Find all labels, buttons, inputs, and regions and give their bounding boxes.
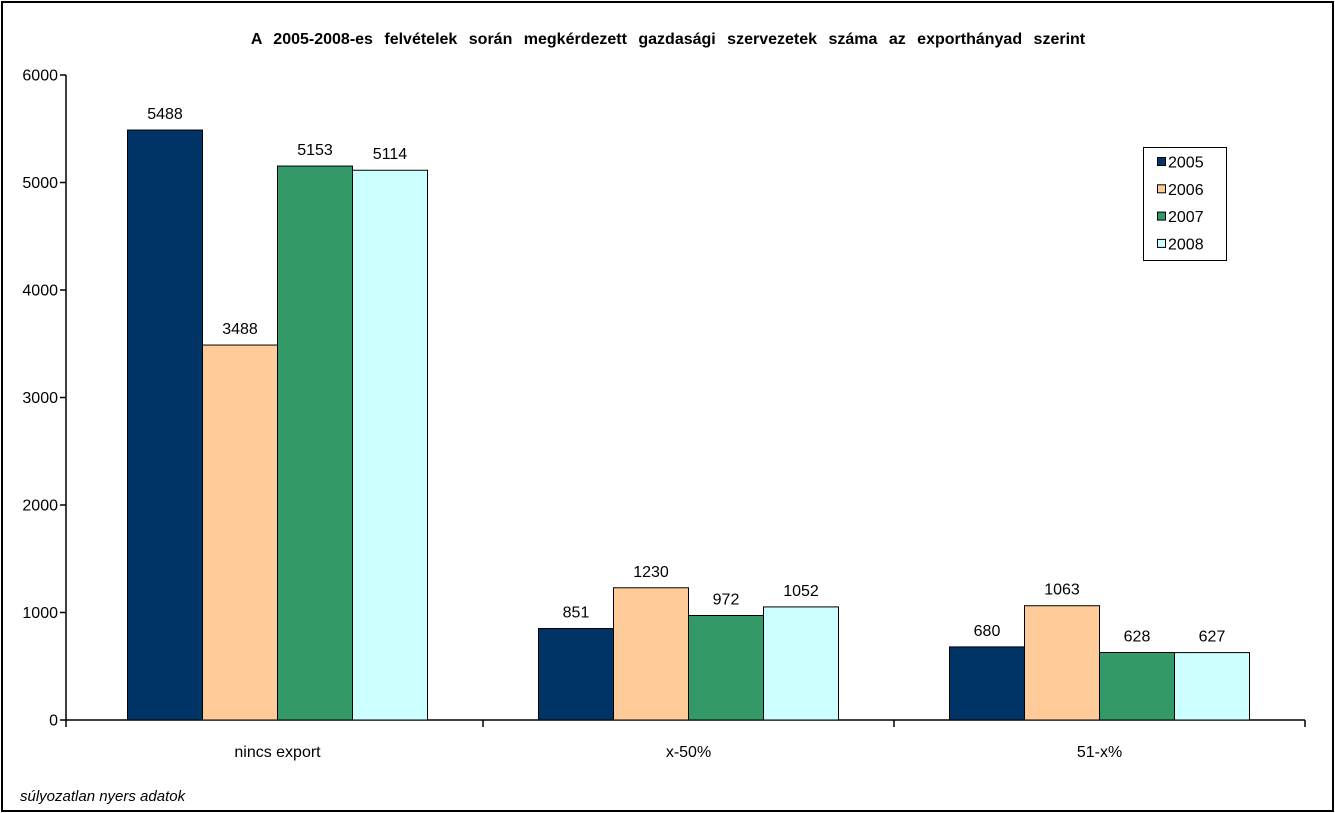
data-label: 1052 <box>783 583 819 600</box>
y-tick-label: 6000 <box>22 68 58 85</box>
legend-swatch-2005 <box>1157 157 1166 166</box>
data-label: 5488 <box>147 106 183 123</box>
y-tick-label: 4000 <box>22 283 58 300</box>
x-tick-label: nincs export <box>234 744 321 761</box>
chart-title: A 2005-2008-es felvételek során megkérde… <box>251 31 1086 48</box>
data-label: 1063 <box>1044 582 1080 599</box>
y-tick-label: 1000 <box>22 605 58 622</box>
legend-label-2008: 2008 <box>1168 236 1204 253</box>
bar-2008-2 <box>1174 652 1250 721</box>
legend-label-2005: 2005 <box>1168 155 1204 172</box>
bar-2005-0 <box>127 129 203 721</box>
x-tick-label: 51-x% <box>1077 744 1122 761</box>
legend-swatch-2006 <box>1157 184 1166 194</box>
data-label: 627 <box>1199 629 1226 646</box>
legend-swatch-2008 <box>1157 238 1166 248</box>
bar-2006-1 <box>613 587 689 721</box>
y-tick-label: 5000 <box>22 175 58 192</box>
bar-2005-2 <box>949 646 1025 721</box>
y-tick-label: 3000 <box>22 390 58 407</box>
data-label: 851 <box>563 605 590 622</box>
plot-area: 0 1000 2000 3000 4000 5000 6000 nincs export 548… <box>22 68 1306 761</box>
footnote: súlyozatlan nyers adatok <box>20 788 187 805</box>
data-label: 628 <box>1124 628 1151 645</box>
data-label: 972 <box>713 592 740 609</box>
data-label: 680 <box>974 623 1001 640</box>
bar-2006-0 <box>202 344 278 721</box>
y-tick-label: 2000 <box>22 498 58 515</box>
bar-2008-1 <box>763 606 839 721</box>
x-tick-label: x-50% <box>666 744 711 761</box>
data-label: 1230 <box>633 564 669 581</box>
legend-label-2007: 2007 <box>1168 209 1204 226</box>
bar-2005-1 <box>538 628 614 721</box>
bar-2006-2 <box>1024 605 1100 721</box>
data-label: 3488 <box>222 321 258 338</box>
bar-2007-0 <box>277 165 353 721</box>
bar-2008-0 <box>352 169 428 721</box>
y-tick-label: 0 <box>49 713 58 730</box>
data-label: 5153 <box>297 142 333 159</box>
legend-label-2006: 2006 <box>1168 182 1204 199</box>
bar-2007-2 <box>1099 651 1175 721</box>
bar-2007-1 <box>688 615 764 721</box>
data-label: 5114 <box>373 146 408 163</box>
legend: 2005 2006 2007 2008 <box>1143 147 1227 261</box>
legend-swatch-2007 <box>1157 211 1166 221</box>
